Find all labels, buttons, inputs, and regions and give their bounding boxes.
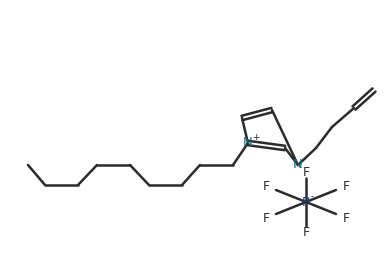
- Text: F: F: [303, 227, 310, 240]
- Text: P: P: [302, 196, 310, 209]
- Text: F: F: [342, 212, 350, 225]
- Text: N: N: [243, 136, 253, 150]
- Text: F: F: [263, 180, 269, 193]
- Text: -: -: [310, 193, 314, 201]
- Text: N: N: [293, 158, 303, 171]
- Text: +: +: [252, 134, 260, 142]
- Text: F: F: [342, 180, 350, 193]
- Text: F: F: [263, 212, 269, 225]
- Text: F: F: [303, 166, 310, 179]
